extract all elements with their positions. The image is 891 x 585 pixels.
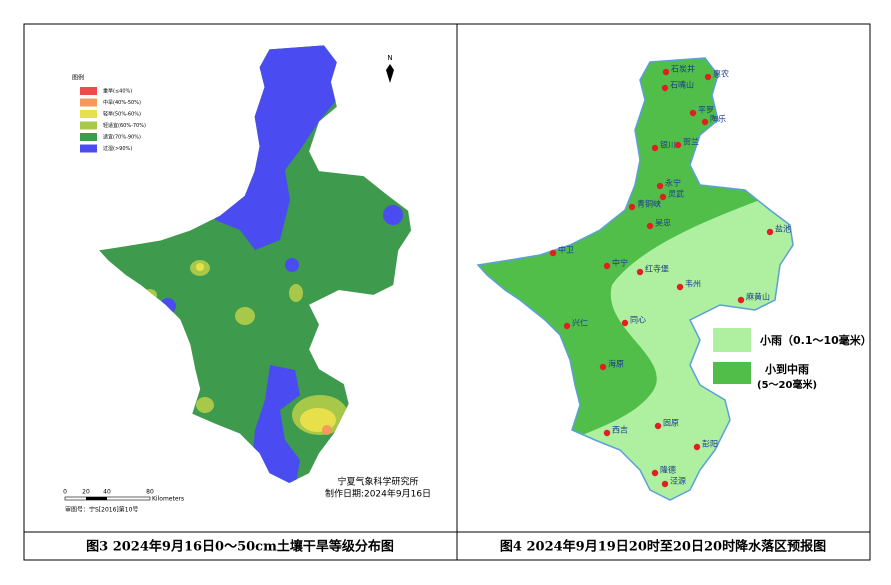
scale-label: 40	[103, 489, 111, 496]
caption: 图3 2024年9月16日0～50cm土壤干旱等级分布图	[86, 539, 394, 555]
city-dot	[704, 73, 712, 81]
city-dot	[659, 193, 667, 201]
caption: 图4 2024年9月19日20时至20日20时降水落区预报图	[500, 539, 826, 555]
scale-bar	[86, 497, 107, 500]
legend-swatch	[80, 87, 97, 95]
approval: 审图号：宁S[2016]第10号	[65, 506, 138, 514]
city-label: 海原	[608, 359, 624, 369]
north-arrow	[386, 64, 394, 83]
legend-swatch	[80, 144, 97, 153]
scale-label: 20	[82, 489, 90, 496]
city-dot	[701, 118, 709, 126]
city-dot	[603, 262, 611, 270]
legend-swatch	[80, 98, 97, 107]
legend-label: 轻旱(50%-60%)	[103, 111, 141, 118]
city-dot	[676, 283, 684, 291]
city-dot	[689, 109, 697, 117]
city-label: 贺兰	[683, 137, 699, 147]
city-label: 灵武	[668, 189, 684, 199]
legend-swatch	[80, 133, 97, 141]
city-label: 永宁	[665, 178, 681, 188]
frame	[23, 23, 871, 561]
city-label: 麻黄山	[746, 292, 770, 302]
city-label: 惠农	[713, 69, 729, 79]
city-label: 隆德	[660, 465, 676, 475]
city-label: 中宁	[612, 258, 628, 268]
legend-label: 中旱(40%-50%)	[103, 99, 141, 106]
scale-bar	[64, 496, 151, 501]
city-dot	[662, 68, 670, 76]
city-label: 泾源	[670, 477, 686, 486]
city-label: 青铜峡	[637, 199, 661, 209]
city-label: 平罗	[698, 106, 714, 115]
legend-swatch	[80, 110, 97, 118]
city-label: 红寺堡	[645, 264, 669, 274]
date: 制作日期:2024年9月16日	[325, 488, 431, 500]
city-dot	[621, 319, 629, 327]
city-label: 石嘴山	[670, 80, 694, 90]
city-dot	[636, 268, 644, 276]
city-dot	[674, 141, 682, 149]
city-label: 银川	[660, 140, 676, 150]
city-dot	[563, 322, 571, 330]
legend-swatch	[713, 328, 751, 352]
city-dot	[737, 296, 745, 304]
rain-map	[478, 58, 793, 500]
city-dot	[651, 469, 659, 477]
institute: 宁夏气象科学研究所	[337, 476, 418, 488]
city-label: 同心	[630, 316, 646, 325]
city-label: 陶乐	[710, 114, 726, 124]
legend-title: 图例	[72, 74, 84, 82]
legend-swatch	[80, 121, 97, 130]
city-dot	[654, 422, 662, 430]
city-dot	[651, 144, 659, 152]
city-dot	[599, 363, 607, 371]
city-dot	[766, 228, 774, 236]
legend-note: (5～20毫米)	[757, 378, 817, 391]
city-label: 彭阳	[702, 439, 718, 449]
legend-label: 重旱(≤40%)	[103, 88, 132, 95]
legend-label: 小到中雨	[764, 362, 809, 376]
city-dot	[646, 222, 654, 230]
city-dot	[656, 182, 664, 190]
legend-label: 轻适宜(60%-70%)	[103, 122, 146, 129]
legend-swatch	[713, 362, 751, 384]
city-dot	[628, 203, 636, 211]
north-label: N	[387, 54, 392, 62]
city-dot	[661, 480, 669, 488]
legend-label: 过湿(>90%)	[103, 145, 132, 152]
scale-label: 80	[146, 489, 154, 496]
legend-label: 小雨（0.1～10毫米）	[759, 333, 872, 347]
city-label: 西吉	[612, 426, 628, 435]
city-dot	[549, 249, 557, 257]
city-label: 固原	[663, 419, 679, 428]
city-dot	[603, 429, 611, 437]
city-label: 中卫	[558, 245, 574, 255]
legend-label: 适宜(70%-90%)	[103, 134, 141, 141]
city-label: 盐池	[775, 224, 791, 234]
city-dot	[693, 443, 701, 451]
city-label: 吴忠	[655, 219, 671, 228]
city-label: 韦州	[685, 280, 701, 289]
scale-unit: Kilometers	[152, 496, 184, 503]
city-label: 石炭井	[671, 64, 695, 74]
city-dot	[661, 84, 669, 92]
city-label: 兴仁	[572, 318, 588, 328]
scale-label: 0	[63, 489, 67, 496]
